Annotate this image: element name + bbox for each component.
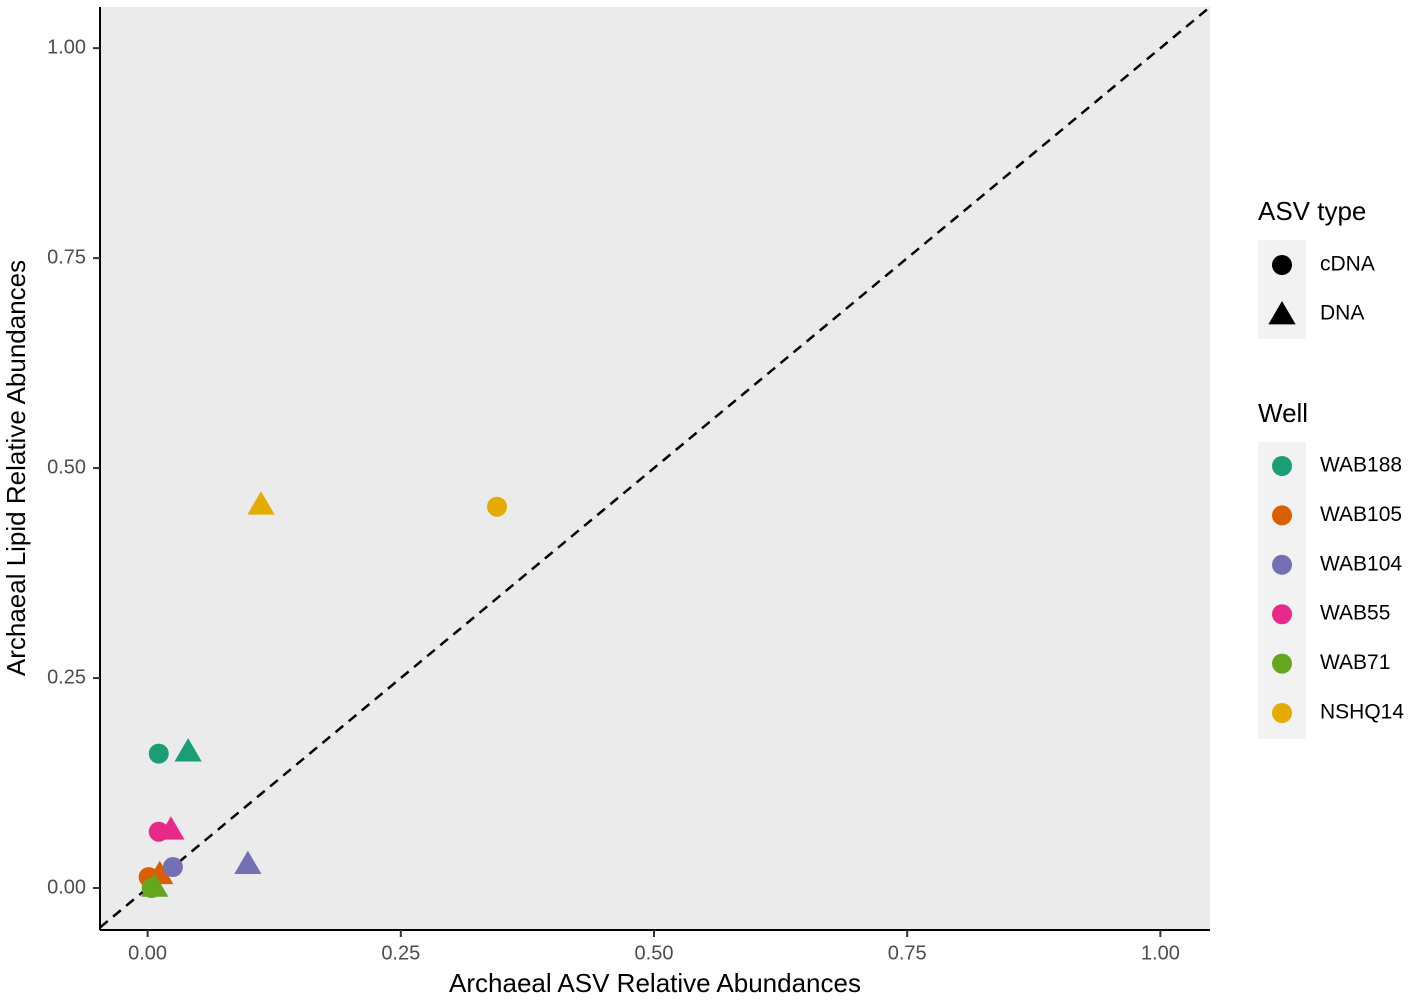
- x-tick-label: 0.00: [128, 942, 167, 964]
- legend-title: Well: [1258, 398, 1308, 428]
- legend-label: WAB71: [1320, 651, 1390, 674]
- legend-key: [1272, 505, 1292, 526]
- y-tick-label: 0.50: [47, 456, 86, 478]
- x-tick-label: 1.00: [1141, 942, 1180, 964]
- point: [148, 743, 169, 764]
- point: [157, 816, 185, 840]
- legend-key-background: [1258, 442, 1306, 739]
- point: [174, 738, 202, 762]
- legend-key: [1272, 604, 1292, 625]
- y-tick-label: 0.00: [47, 876, 86, 898]
- y-tick-label: 0.25: [47, 666, 86, 688]
- legend-label: WAB104: [1320, 552, 1402, 575]
- legend-title: ASV type: [1258, 196, 1366, 226]
- point: [234, 850, 262, 875]
- legend-key: [1272, 554, 1292, 575]
- y-tick-label: 0.75: [47, 246, 86, 268]
- legend-key: [1268, 301, 1296, 325]
- legend-key: [1272, 456, 1292, 476]
- legend-label: DNA: [1320, 302, 1364, 325]
- y-tick-label: 1.00: [47, 36, 86, 58]
- legend-key: [1272, 255, 1292, 275]
- identity-line: [99, 6, 1211, 929]
- point: [141, 873, 169, 897]
- point: [162, 857, 183, 878]
- legend-label: WAB105: [1320, 503, 1402, 526]
- legend-key: [1272, 653, 1292, 674]
- legend-label: WAB188: [1320, 454, 1402, 477]
- x-tick-label: 0.50: [635, 942, 674, 964]
- x-tick-label: 0.75: [888, 942, 927, 964]
- x-tick-label: 0.25: [381, 942, 420, 964]
- x-axis-title: Archaeal ASV Relative Abundances: [449, 968, 861, 998]
- point: [247, 491, 275, 515]
- legend-label: NSHQ14: [1320, 701, 1404, 724]
- y-axis-title: Archaeal Lipid Relative Abundances: [1, 260, 31, 676]
- legend-label: WAB55: [1320, 602, 1390, 625]
- legend-key: [1272, 703, 1292, 723]
- point: [487, 496, 508, 517]
- plot-area: [99, 6, 1211, 929]
- legend-label: cDNA: [1320, 253, 1375, 276]
